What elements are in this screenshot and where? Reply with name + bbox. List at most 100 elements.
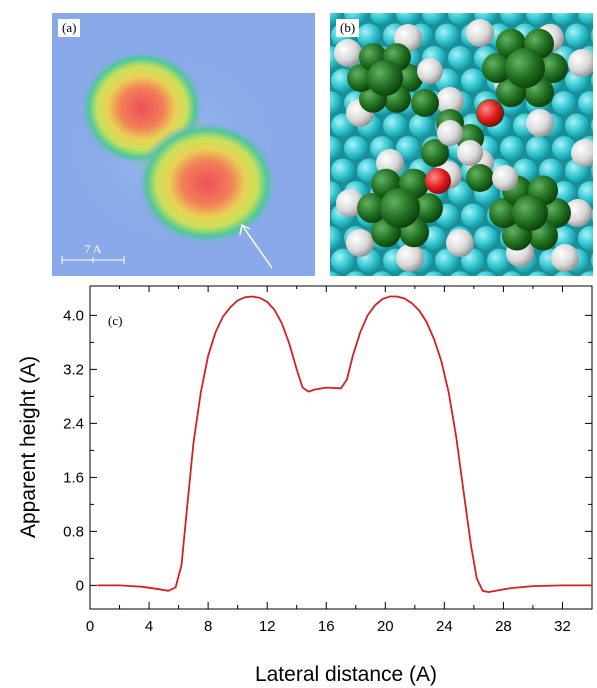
hydrogen-atom [346, 229, 374, 257]
hydrogen-atom [436, 87, 464, 115]
lattice-atom [500, 136, 524, 161]
x-tick-label: 12 [259, 618, 276, 635]
lattice-atom [528, 271, 548, 276]
panel-c-label: (c) [108, 313, 122, 328]
lattice-atom [450, 271, 470, 276]
lattice-atom [578, 13, 593, 25]
x-tick-label: 24 [436, 618, 453, 635]
arrow-head [239, 223, 251, 236]
lattice-atom [500, 13, 524, 25]
x-tick-label: 0 [86, 618, 94, 635]
carbon-atom [367, 60, 403, 96]
lattice-atom [580, 271, 593, 276]
y-tick-label: 3.2 [63, 361, 84, 378]
x-axis-label: Lateral distance (A) [255, 663, 437, 686]
hydrogen-atom [457, 140, 483, 166]
hydrogen-atom [564, 199, 592, 227]
x-tick-label: 8 [204, 618, 212, 635]
panel-b-molecule-model: (b) [330, 13, 593, 276]
height-profile-chart: 0 4 8 12 16 20 24 28 32 0 0.8 1.6 2.4 3.2 4.0 (c) Late… [17, 285, 593, 686]
x-tick-label: 20 [377, 618, 394, 635]
scalebar-label: 7 A [84, 242, 101, 256]
carbon-atom [395, 64, 423, 92]
stm-image-graphic: 7 A [52, 13, 315, 276]
lattice-atom [591, 73, 593, 88]
lattice-atom [502, 271, 522, 276]
y-tick-label: 0 [76, 577, 84, 594]
hydrogen-atom [568, 49, 593, 77]
hydrogen-atom [437, 120, 463, 146]
lattice-atom [398, 271, 418, 276]
axis-ticks: 0 4 8 12 16 20 24 28 32 0 0.8 1.6 2.4 3.2 4.0 [63, 286, 592, 635]
hydrogen-atom [492, 165, 518, 191]
lattice-atom [330, 136, 342, 161]
hydrogen-atom [551, 244, 579, 272]
lattice-atom [461, 203, 485, 228]
x-tick-label: 4 [145, 618, 153, 635]
x-tick-label: 16 [318, 618, 335, 635]
arrow-line [241, 224, 273, 269]
lattice-atom [552, 226, 576, 251]
lattice-atom [526, 136, 550, 161]
x-tick-label: 28 [495, 618, 512, 635]
hydrogen-atom [417, 58, 443, 84]
lattice-atom [409, 113, 433, 138]
lattice-atom [330, 226, 342, 251]
lattice-atom [372, 271, 392, 276]
y-tick-label: 2.4 [63, 415, 84, 432]
hydrogen-atom [446, 229, 474, 257]
carbon-atom [541, 198, 571, 228]
oxygen-atom [425, 168, 451, 194]
carbon-atom [411, 89, 439, 117]
carbon-atom [466, 164, 494, 192]
lattice-atom [435, 23, 459, 48]
lattice-atom [330, 91, 342, 116]
lattice-atom [346, 271, 366, 276]
carbon-atom [421, 139, 449, 167]
lattice-atom [370, 13, 394, 25]
carbon-atom [357, 193, 387, 223]
carbon-atom [538, 53, 568, 83]
hydrogen-atom [526, 109, 554, 137]
lattice-atom [422, 13, 446, 25]
y-axis-label: Apparent height (A) [17, 356, 40, 538]
molecule-graphic [330, 13, 593, 276]
molecule-atoms [334, 19, 593, 272]
carbon-atom [347, 64, 375, 92]
hydrogen-atom [466, 19, 494, 47]
carbon-atom [482, 53, 512, 83]
lattice-atom [565, 23, 589, 48]
carbon-atom [380, 188, 420, 228]
panel-a-stm-image: 7 A (a) [52, 13, 315, 276]
lattice-atom [330, 13, 342, 25]
hydrogen-atom [396, 244, 424, 272]
lattice-atom [344, 136, 368, 161]
lattice-atom [461, 68, 485, 93]
lattice-atom [448, 46, 472, 71]
lattice-atom [565, 113, 589, 138]
lattice-atom [552, 13, 576, 25]
panel-b-label: (b) [336, 19, 360, 37]
lattice-atom [330, 271, 340, 276]
lattice-atom [526, 13, 550, 25]
lattice-atom [331, 248, 355, 273]
height-profile-line [97, 295, 592, 594]
lattice-atom [357, 23, 381, 48]
lattice-atom [424, 271, 444, 276]
lattice-atom [476, 271, 496, 276]
lattice-atom [591, 163, 593, 178]
lattice-atom [591, 28, 593, 43]
lattice-atom [552, 91, 576, 116]
lattice-atom [591, 254, 593, 268]
lattice-atom [396, 136, 420, 161]
hydrogen-atom [334, 39, 362, 67]
lattice-atom [578, 181, 593, 206]
lattice-atom [448, 13, 472, 25]
carbon-atom [512, 195, 548, 231]
carbon-atom [489, 198, 519, 228]
lattice-atom [474, 226, 498, 251]
lattice-atom [331, 158, 355, 183]
y-tick-label: 4.0 [63, 307, 84, 324]
lattice-atom [578, 91, 593, 116]
y-tick-label: 0.8 [63, 523, 84, 540]
